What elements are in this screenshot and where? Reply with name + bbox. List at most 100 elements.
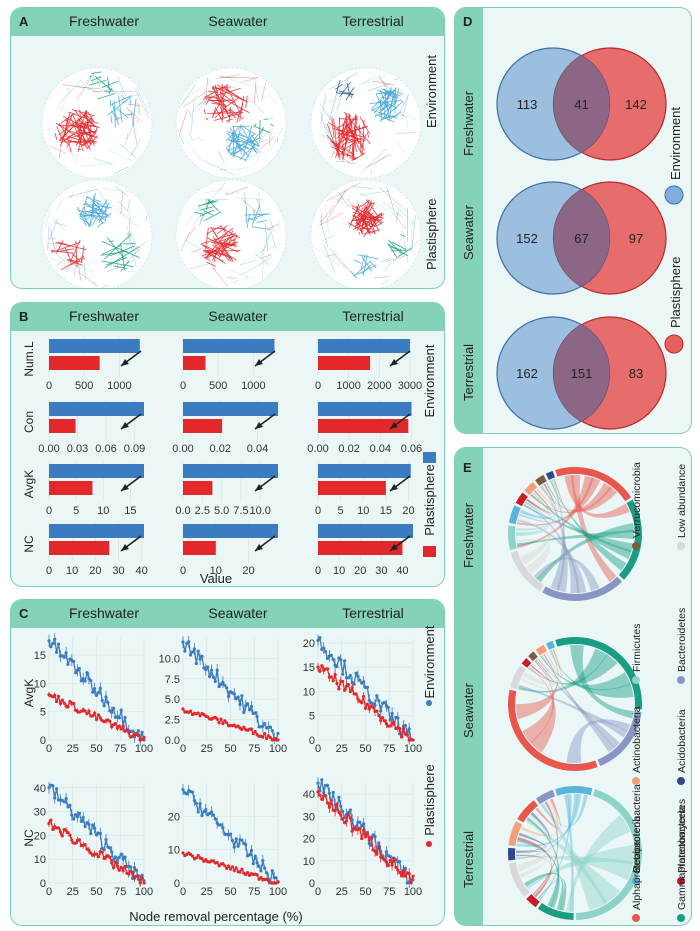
network-edge [54, 132, 58, 140]
data-point [192, 647, 196, 651]
network-edge [110, 115, 113, 124]
network-edge [254, 217, 258, 221]
network-edge [91, 200, 100, 209]
network-edge [356, 211, 367, 228]
network-edge [126, 224, 131, 241]
network-edge [356, 218, 375, 221]
tick-label: 0 [46, 380, 52, 392]
network-edge [72, 113, 78, 125]
chord-ribbon [523, 504, 634, 553]
tick-label: 5 [338, 505, 344, 517]
network-edge [276, 137, 278, 143]
data-point [106, 700, 110, 705]
network-edge [56, 126, 62, 138]
network-outline [175, 67, 287, 179]
panel-d-label: D [463, 14, 473, 29]
data-point [221, 862, 225, 866]
tick-label: 75 [383, 743, 395, 755]
network-edge [331, 146, 353, 158]
data-point [225, 721, 229, 725]
tick-label: 25 [336, 886, 348, 898]
network-edge [256, 220, 267, 223]
arrow-head [121, 484, 129, 491]
network-edge [386, 87, 392, 100]
data-point [354, 692, 358, 696]
data-point [183, 649, 187, 653]
network-edge [350, 151, 354, 159]
data-point [108, 719, 112, 723]
tick-label: 0.00 [307, 443, 328, 455]
network-outline [310, 67, 422, 179]
data-point [223, 864, 227, 868]
network-edge [205, 188, 224, 194]
network-edge [229, 79, 259, 88]
data-point [377, 841, 381, 845]
data-point [206, 715, 210, 719]
chord-ribbon [526, 844, 634, 890]
network-edge [267, 223, 281, 230]
network-edge [117, 75, 127, 97]
chord-ribbon [533, 557, 600, 591]
network-edge [194, 226, 197, 229]
network-edge [108, 87, 113, 95]
legend-dot-taxon [632, 914, 640, 922]
data-point [371, 705, 375, 709]
chord-sector [510, 550, 544, 592]
network-edge [77, 271, 99, 287]
network-edge [360, 254, 366, 270]
data-point [74, 841, 78, 845]
data-point [236, 724, 240, 728]
network-edge [373, 225, 376, 228]
network-edge [75, 241, 78, 268]
tick-label: 30 [34, 807, 46, 819]
data-point [320, 797, 324, 801]
data-point [196, 711, 200, 715]
legend-label-taxon: Low abundance [676, 464, 688, 538]
data-point [316, 665, 320, 669]
network-edge [145, 216, 148, 221]
network-edge [208, 253, 224, 262]
network-edge [204, 96, 220, 99]
data-point [362, 694, 366, 699]
network-edge [325, 182, 361, 202]
network-edge [387, 239, 402, 254]
network-edge [339, 81, 352, 98]
network-edge [50, 229, 55, 251]
network-edge [228, 108, 242, 118]
network-edge [204, 84, 229, 99]
metric-label: Num.L [22, 341, 36, 377]
data-point [232, 845, 236, 849]
tick-label: 0.02 [338, 443, 359, 455]
data-point [77, 811, 81, 815]
network-edge [212, 241, 230, 262]
network-edge [248, 130, 260, 147]
bar-environment [183, 524, 278, 538]
data-point [320, 664, 324, 668]
data-point [112, 706, 116, 710]
data-point [125, 728, 129, 733]
network-edge [203, 256, 210, 261]
network-graph [175, 179, 287, 288]
tick-label: 15 [303, 662, 315, 674]
data-point [117, 868, 121, 872]
data-point [407, 872, 411, 876]
network-edge [336, 189, 347, 203]
data-point [217, 721, 221, 725]
network-edge [335, 114, 351, 159]
network-edge [200, 243, 221, 257]
data-point [221, 721, 225, 726]
network-edge [74, 109, 96, 117]
data-point [91, 823, 95, 827]
data-point [75, 815, 80, 819]
data-point [375, 852, 379, 856]
network-edge [232, 166, 252, 171]
data-point [251, 862, 255, 866]
network-edge [240, 133, 255, 143]
metric-label: Con [22, 411, 36, 433]
network-edge [196, 137, 206, 142]
data-point [131, 870, 135, 875]
data-point [66, 662, 70, 666]
tick-label: 100 [404, 743, 422, 755]
network-edge [353, 125, 360, 144]
network-edge [371, 89, 391, 110]
